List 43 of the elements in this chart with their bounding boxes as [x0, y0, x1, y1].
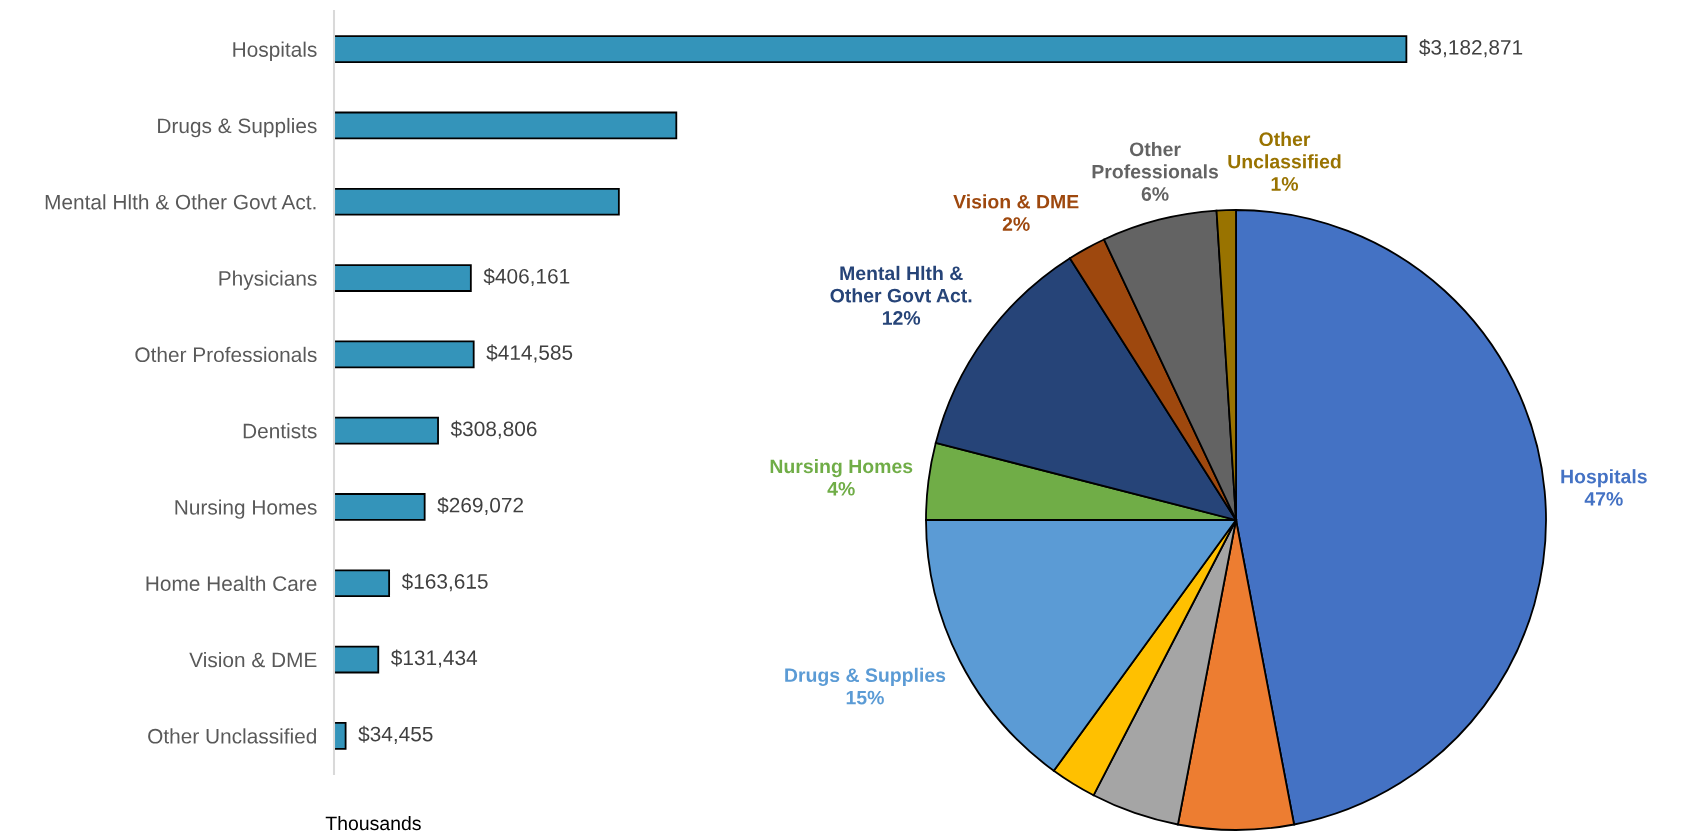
bar	[334, 187, 620, 216]
data-label: $308,806	[450, 420, 537, 439]
y-tick-label: Mental Hlth & Other Govt Act.	[45, 194, 316, 210]
slice-label: Hospitals	[1561, 469, 1647, 488]
y-tick-label: Drugs & Supplies	[158, 117, 317, 138]
bar	[334, 645, 380, 674]
data-label: 12%	[882, 311, 921, 325]
bar	[334, 416, 439, 445]
data-label: 15%	[846, 690, 884, 705]
data-label: $131,434	[391, 649, 478, 668]
y-tick-label: Dentists	[243, 423, 317, 439]
bar	[334, 111, 678, 140]
y-tick-label: Vision & DME	[189, 652, 317, 668]
y-tick-label: Other Professionals	[135, 346, 317, 363]
data-label: $406,161	[483, 268, 570, 287]
data-label: 4%	[827, 481, 855, 496]
bar	[334, 264, 472, 292]
slice-label: Nursing Homes	[770, 458, 913, 478]
bar	[334, 493, 426, 521]
slice-label: Other Unclassified	[1228, 131, 1341, 169]
slice-label: Other Professionals	[1092, 141, 1219, 179]
data-label: $34,455	[358, 725, 433, 744]
data-label: 2%	[1002, 217, 1030, 231]
bar	[334, 569, 391, 598]
y-tick-label: Home Health Care	[146, 575, 317, 591]
data-label: 1%	[1271, 177, 1299, 191]
slice-label: Vision & DME	[953, 194, 1079, 209]
data-label: $163,615	[401, 573, 488, 592]
data-label: $414,585	[486, 344, 573, 363]
bar	[334, 721, 347, 750]
slice-label: Mental Hlth & Other Govt Act.	[830, 265, 972, 303]
y-tick-label: Other Unclassified	[148, 728, 316, 744]
data-label: 47%	[1584, 492, 1623, 506]
data-label: $269,072	[437, 496, 523, 515]
y-tick-label: Physicians	[219, 270, 317, 290]
y-tick-label: Nursing Homes	[175, 499, 317, 519]
slice-label: Drugs & Supplies	[785, 667, 946, 686]
data-label: $3,182,871	[1419, 39, 1523, 58]
data-label: 6%	[1141, 187, 1169, 201]
x-axis-title: Thousands	[325, 815, 421, 831]
bar	[334, 340, 475, 369]
bar	[334, 35, 1408, 64]
y-tick-label: Hospitals	[233, 41, 317, 62]
